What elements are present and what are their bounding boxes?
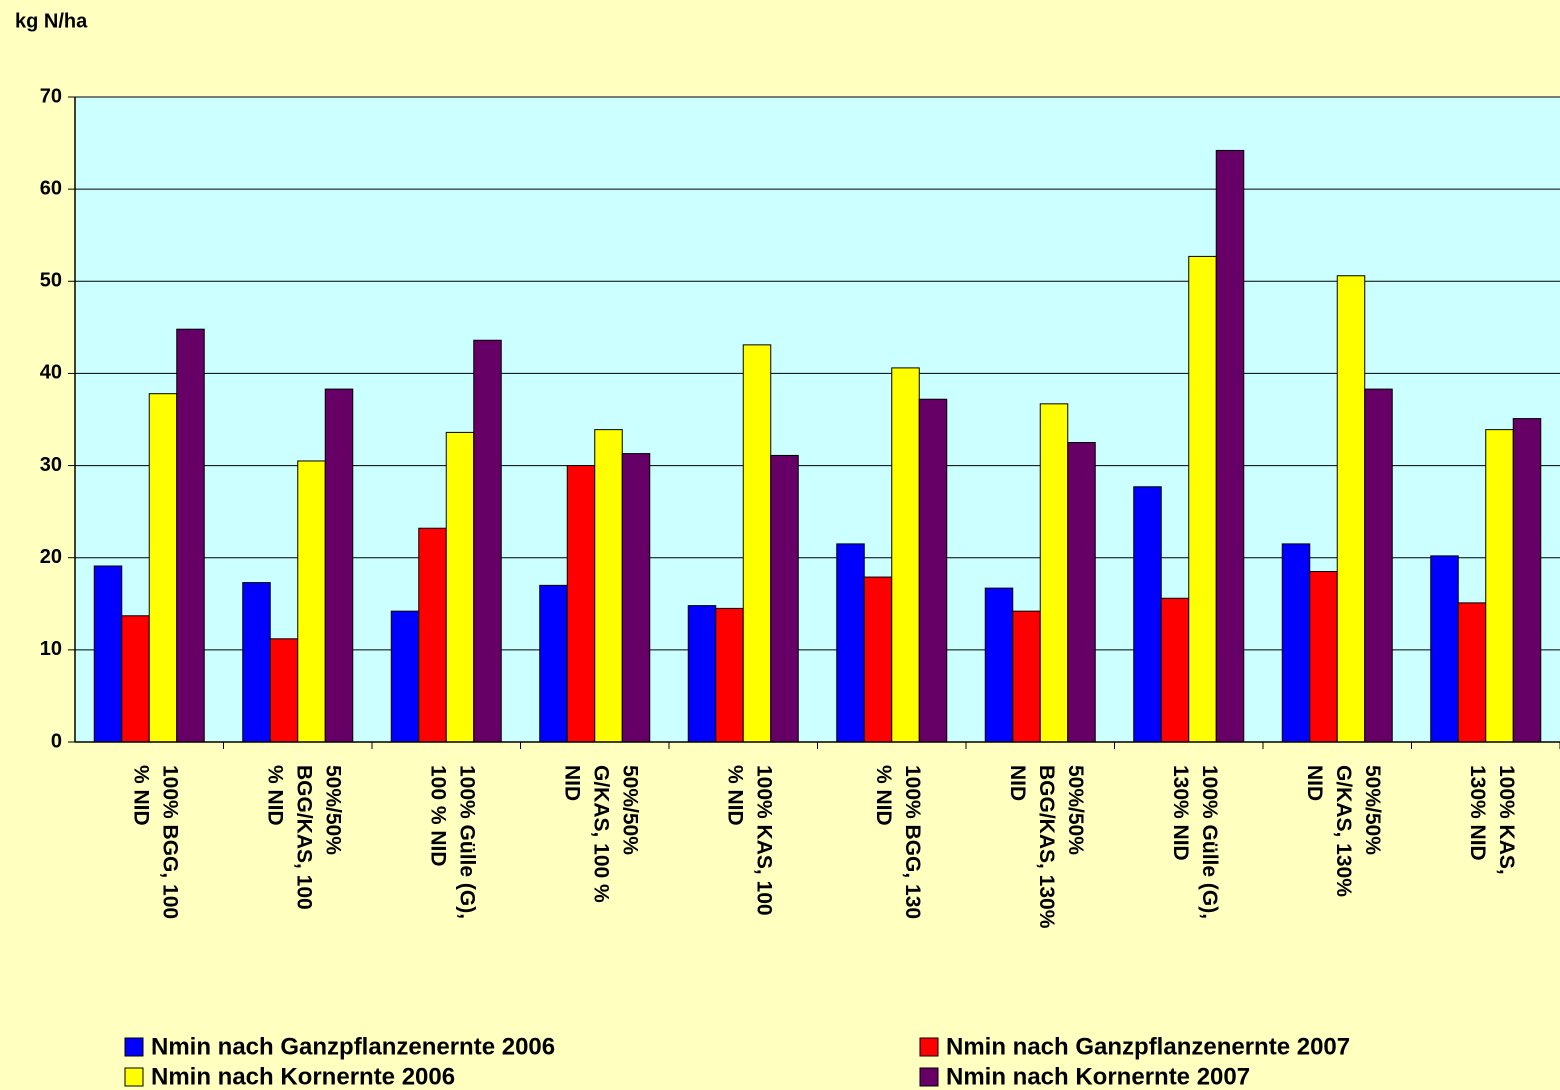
bar — [176, 328, 205, 743]
legend-label: Nmin nach Ganzpflanzenernte 2006 — [151, 1033, 555, 1060]
y-tick-label: 40 — [40, 362, 62, 384]
x-tick-label: 50%/50% G/KAS, 100 % NID — [560, 765, 642, 903]
bar — [1039, 403, 1069, 743]
bar — [742, 344, 772, 743]
legend-swatch — [124, 1037, 144, 1057]
bar — [1133, 486, 1162, 743]
y-tick-label: 0 — [51, 730, 62, 752]
x-tick-label: 50%/50% BGG/KAS, 100 % NID — [263, 765, 345, 910]
bar — [1336, 275, 1366, 743]
bar — [687, 605, 717, 743]
bar — [93, 565, 123, 743]
x-tick-label: 100% BGG, 130 % NID — [871, 765, 924, 920]
bar — [770, 454, 799, 743]
bar — [269, 638, 299, 743]
y-tick-label: 70 — [40, 85, 62, 107]
x-tick-label: 100% Gülle (G), 100 % NID — [426, 765, 479, 920]
x-tick-label: 100% KAS, 100 % NID — [723, 765, 776, 916]
bar — [539, 584, 568, 743]
legend-label: Nmin nach Kornernte 2007 — [946, 1063, 1250, 1090]
bar — [297, 460, 326, 743]
bar — [1188, 255, 1217, 743]
bar — [1364, 388, 1393, 743]
bar — [1012, 610, 1041, 743]
bar — [1160, 597, 1190, 743]
bar — [1485, 429, 1514, 743]
bar — [621, 453, 651, 743]
y-tick-label: 50 — [40, 270, 62, 292]
bar — [566, 465, 596, 743]
x-tick-label: 50%/50% G/KAS, 130% NID — [1302, 765, 1384, 897]
bar — [1309, 571, 1338, 743]
legend-swatch — [124, 1067, 144, 1087]
bar — [1281, 543, 1311, 743]
x-tick-label: 100% KAS, 130% NID — [1465, 765, 1518, 875]
bar — [148, 393, 178, 743]
x-tick-label: 50%/50% BGG/KAS, 130% NID — [1005, 765, 1087, 929]
bar — [891, 367, 920, 743]
legend-swatch — [919, 1067, 939, 1087]
legend-label: Nmin nach Ganzpflanzenernte 2007 — [946, 1033, 1350, 1060]
bar — [242, 582, 271, 743]
y-tick-label: 60 — [40, 177, 62, 199]
legend-label: Nmin nach Kornernte 2006 — [151, 1063, 455, 1090]
bar — [418, 527, 447, 743]
x-tick-label: 100% Gülle (G), 130% NID — [1168, 765, 1221, 920]
bar — [863, 576, 893, 743]
bar — [1430, 555, 1459, 743]
x-tick-label: 100% BGG, 100 % NID — [129, 765, 182, 920]
y-axis-label: kg N/ha — [15, 10, 88, 32]
bar — [836, 543, 865, 743]
legend-swatch — [919, 1037, 939, 1057]
y-tick-label: 20 — [40, 546, 62, 568]
bar — [918, 398, 948, 743]
bar — [473, 339, 502, 743]
bar — [1067, 442, 1096, 743]
bar — [121, 615, 150, 743]
y-tick-label: 30 — [40, 454, 62, 476]
bar — [390, 610, 420, 743]
bar — [594, 429, 623, 743]
bar — [715, 607, 744, 743]
bar — [445, 431, 475, 743]
bar — [1457, 602, 1487, 743]
bar — [324, 388, 354, 743]
bar — [1215, 149, 1245, 743]
bar — [1512, 418, 1542, 743]
bar — [984, 587, 1014, 743]
y-tick-label: 10 — [40, 638, 62, 660]
